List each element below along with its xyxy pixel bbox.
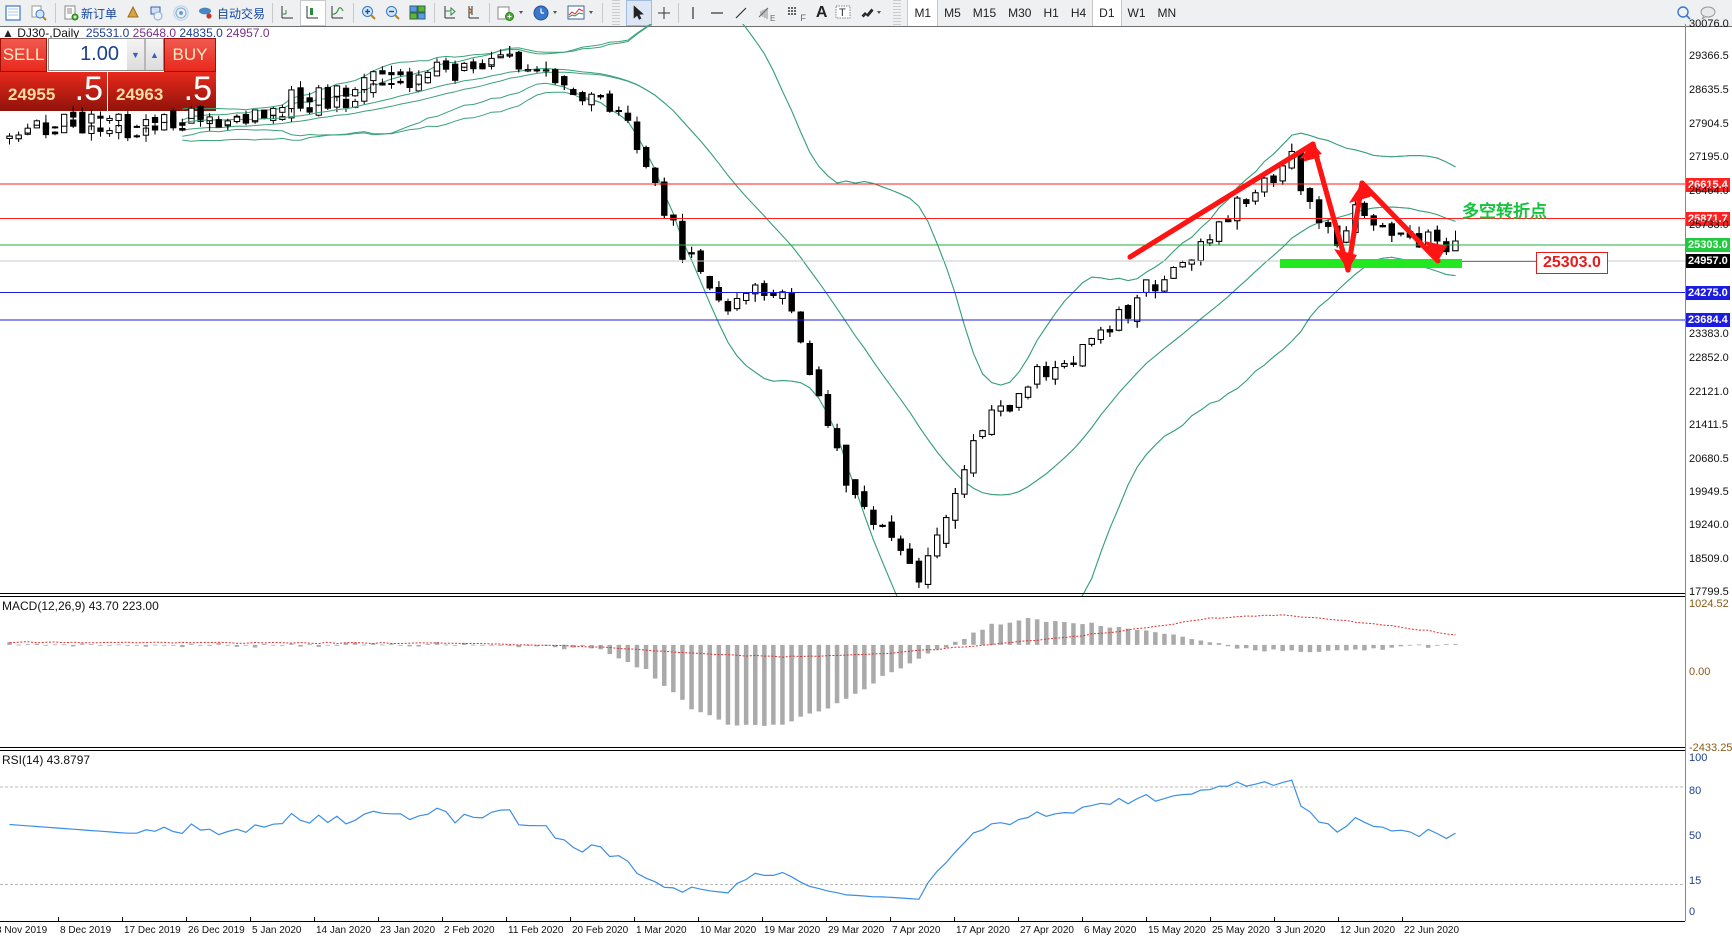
svg-text:T: T [839,7,846,19]
